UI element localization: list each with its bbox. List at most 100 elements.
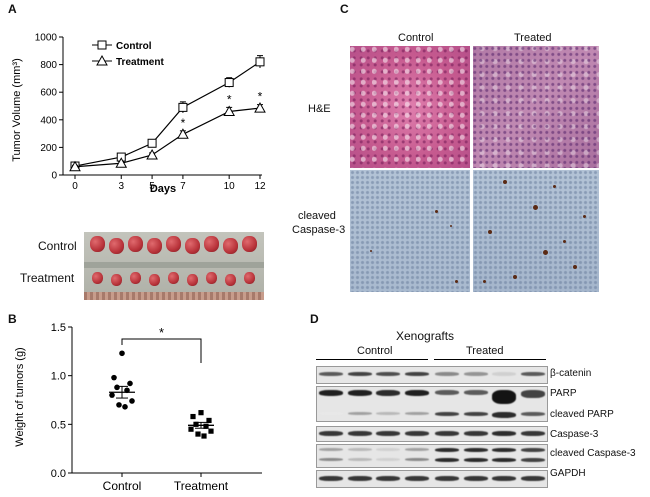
blot-band <box>463 372 488 376</box>
stained-cell <box>488 230 492 234</box>
blot-band <box>347 476 372 481</box>
y-tick-label: 600 <box>40 88 57 99</box>
control-tumor <box>242 236 257 252</box>
stained-cell <box>543 250 548 255</box>
blot-band <box>520 372 545 376</box>
histology-control-header: Control <box>398 32 434 44</box>
blot-treated-header: Treated <box>466 345 504 357</box>
treatment-tumor <box>111 274 122 286</box>
blot-band <box>492 476 516 481</box>
blot-band <box>376 448 400 451</box>
blot-strip <box>316 366 548 384</box>
y-axis-label: Tumor Volume (mm³) <box>11 58 23 162</box>
tumor-volume-marks: * * * <box>69 55 266 172</box>
treatment-tumor <box>130 272 141 284</box>
blot-band <box>404 390 429 396</box>
blot-band <box>319 458 343 461</box>
stained-cell <box>483 280 486 283</box>
blot-band <box>492 390 516 404</box>
blot-band <box>347 431 372 436</box>
treatment-tumor <box>168 272 179 284</box>
y-tick-label: 800 <box>40 60 57 71</box>
blot-band <box>404 412 429 415</box>
weight-y-tick-label: 1.0 <box>51 371 66 383</box>
treatment-weight-point <box>190 413 196 420</box>
x-axis-label: Days <box>150 183 176 195</box>
stained-cell <box>533 205 538 210</box>
data-point-treatment <box>254 102 266 113</box>
photo-treatment-label: Treatment <box>20 271 75 285</box>
treatment-weight-point <box>201 433 207 439</box>
control-weight-point <box>109 392 115 398</box>
data-point-treatment <box>223 105 236 117</box>
y-tick-label: 0 <box>51 171 57 182</box>
blot-band <box>435 458 459 462</box>
blot-band <box>463 476 488 481</box>
control-weight-point <box>119 350 125 357</box>
band-label-cleaved-parp: cleaved PARP <box>550 409 614 420</box>
x-tick-label: 12 <box>254 181 266 192</box>
x-tick-label: 10 <box>224 181 236 192</box>
blot-band <box>404 448 429 451</box>
control-tumor <box>90 236 105 252</box>
blot-band <box>463 412 488 416</box>
treatment-weight-point <box>195 431 201 437</box>
data-point-treatment <box>146 148 158 160</box>
tumor-volume-chart: 0 200 400 600 800 1000 0 3 5 7 10 12 * * * Days Tumor… <box>11 33 266 196</box>
he-treated-image <box>473 46 599 168</box>
caspase-control-stain-dots <box>350 170 470 292</box>
series-line-treatment <box>74 107 261 168</box>
blot-band <box>435 431 459 436</box>
blot-band <box>492 372 516 376</box>
blot-band <box>376 390 400 396</box>
blot-band <box>520 458 545 462</box>
control-weight-point <box>129 398 135 404</box>
data-point-treatment <box>177 128 189 139</box>
panel-letter-a: A <box>8 2 17 16</box>
weight-y-axis-label: Weight of tumors (g) <box>14 347 26 446</box>
blot-band <box>435 476 459 481</box>
blot-band <box>347 412 372 415</box>
blot-band <box>319 390 343 396</box>
legend-control-label: Control <box>116 41 152 52</box>
blot-band <box>376 372 400 376</box>
blot-band <box>463 431 488 436</box>
blot-band <box>347 448 372 451</box>
blot-band <box>404 372 429 376</box>
caspase-treated-image <box>473 170 599 292</box>
weight-y-tick-label: 0.0 <box>51 468 66 480</box>
band-label-catenin: β-catenin <box>550 368 592 379</box>
y-tick-label: 200 <box>40 143 57 154</box>
blot-band <box>347 390 372 396</box>
x-tick-label: 7 <box>180 181 186 192</box>
legend: Control Treatment <box>92 40 164 68</box>
band-label-cleaved-caspase3: cleaved Caspase-3 <box>550 448 636 459</box>
treatment-weight-point <box>203 423 209 429</box>
control-tumor <box>185 238 200 254</box>
treatment-weight-point <box>193 421 199 427</box>
blot-band <box>376 476 400 481</box>
blot-band <box>492 458 516 462</box>
panel-letter-c: C <box>340 2 349 16</box>
significance-bracket <box>121 338 202 363</box>
treatment-weight-point <box>198 410 204 416</box>
control-weight-point <box>122 404 128 410</box>
caspase-row-label-line2: Caspase-3 <box>292 224 346 236</box>
he-control-image <box>350 46 470 168</box>
panel-letter-d: D <box>310 312 319 326</box>
blot-band <box>463 448 488 452</box>
treatment-tumor-row <box>90 270 260 288</box>
stained-cell <box>455 280 458 283</box>
blot-band <box>435 390 459 395</box>
treatment-weight-point <box>188 426 194 432</box>
band-label-caspase3: Caspase-3 <box>550 429 599 440</box>
band-label-parp: PARP <box>550 388 577 399</box>
weight-y-tick-label: 1.5 <box>51 322 66 334</box>
blot-band <box>492 448 516 452</box>
tumor-photo <box>84 232 264 300</box>
x-tick-label: 3 <box>118 181 124 192</box>
stained-cell <box>553 185 556 188</box>
control-tumor <box>109 238 124 254</box>
blot-strip <box>316 470 548 488</box>
blot-band <box>520 431 545 436</box>
